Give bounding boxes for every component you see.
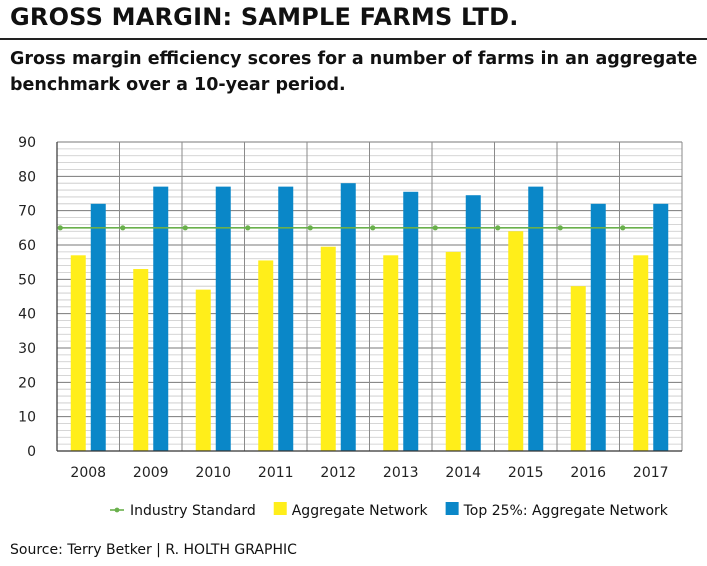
industry-standard-point-2010 <box>182 225 188 231</box>
page-title: GROSS MARGIN: SAMPLE FARMS LTD. <box>10 3 519 31</box>
legend-marker-industry-standard <box>114 507 120 513</box>
chart-subtitle: Gross margin efficiency scores for a num… <box>10 49 698 95</box>
y-tick-label: 50 <box>18 272 36 288</box>
chart-legend: Industry Standard Aggregate Network Top 25… <box>110 502 669 519</box>
legend-swatch-top-25-aggregate-network <box>445 502 459 515</box>
bar-aggregate-network-2017 <box>633 255 649 451</box>
bar-aggregate-network-2010 <box>195 289 211 451</box>
industry-standard-point-2012 <box>307 225 313 231</box>
chart-grid <box>56 141 683 452</box>
bar-aggregate-network-2011 <box>258 260 274 451</box>
x-tick-label: 2009 <box>133 465 169 481</box>
industry-standard-point-2009 <box>120 225 126 231</box>
y-tick-label: 40 <box>18 307 36 323</box>
y-tick-label: 30 <box>18 341 36 357</box>
y-tick-label: 0 <box>27 444 36 460</box>
y-tick-label: 70 <box>18 204 36 220</box>
source-credit: Source: Terry Betker | R. HOLTH GRAPHIC <box>10 542 297 558</box>
y-tick-label: 20 <box>18 375 36 391</box>
bar-aggregate-network-2016 <box>570 286 586 451</box>
bar-top-25-aggregate-network-2014 <box>465 195 481 451</box>
bar-top-25-aggregate-network-2009 <box>153 186 169 451</box>
bar-chart: 0 10 20 30 40 50 60 70 80 90 2008 2009 2010 2011 2012 2… <box>18 135 683 519</box>
bar-aggregate-network-2015 <box>508 231 524 451</box>
industry-standard-point-2011 <box>245 225 251 231</box>
x-tick-label: 2010 <box>195 465 231 481</box>
legend-label-aggregate-network: Aggregate Network <box>292 503 429 519</box>
x-tick-label: 2014 <box>445 465 481 481</box>
industry-standard-point-2016 <box>557 225 563 231</box>
bar-aggregate-network-2008 <box>70 255 86 451</box>
y-tick-label: 10 <box>18 410 36 426</box>
industry-standard-point-2017 <box>620 225 626 231</box>
industry-standard-point-2008 <box>57 225 63 231</box>
chart-axes: 0 10 20 30 40 50 60 70 80 90 2008 2009 2010 2011 2012 2… <box>18 135 682 481</box>
y-tick-label: 90 <box>18 135 36 151</box>
y-tick-label: 80 <box>18 169 36 185</box>
bar-top-25-aggregate-network-2012 <box>340 183 356 451</box>
x-tick-label: 2013 <box>383 465 419 481</box>
industry-standard-point-2013 <box>370 225 376 231</box>
bar-top-25-aggregate-network-2017 <box>653 203 669 451</box>
legend-swatch-aggregate-network <box>273 502 287 515</box>
legend-label-industry-standard: Industry Standard <box>130 503 256 519</box>
industry-standard-point-2014 <box>432 225 438 231</box>
x-tick-label: 2016 <box>570 465 606 481</box>
industry-standard-point-2015 <box>495 225 501 231</box>
x-tick-label: 2012 <box>320 465 356 481</box>
bar-top-25-aggregate-network-2013 <box>403 191 419 451</box>
x-tick-label: 2015 <box>508 465 544 481</box>
bar-aggregate-network-2013 <box>383 255 399 451</box>
title-divider <box>0 38 707 40</box>
bar-top-25-aggregate-network-2015 <box>528 186 544 451</box>
chart-bars <box>70 183 669 451</box>
x-tick-label: 2011 <box>258 465 294 481</box>
bar-top-25-aggregate-network-2008 <box>90 203 106 451</box>
bar-aggregate-network-2009 <box>133 269 149 451</box>
bar-top-25-aggregate-network-2016 <box>590 203 606 451</box>
x-tick-label: 2017 <box>633 465 669 481</box>
industry-standard-line <box>57 225 653 231</box>
x-tick-label: 2008 <box>70 465 106 481</box>
bar-top-25-aggregate-network-2011 <box>278 186 294 451</box>
bar-aggregate-network-2012 <box>320 246 336 451</box>
bar-aggregate-network-2014 <box>445 251 461 451</box>
legend-label-top-25-aggregate-network: Top 25%: Aggregate Network <box>463 503 669 519</box>
bar-top-25-aggregate-network-2010 <box>215 186 231 451</box>
y-tick-label: 60 <box>18 238 36 254</box>
